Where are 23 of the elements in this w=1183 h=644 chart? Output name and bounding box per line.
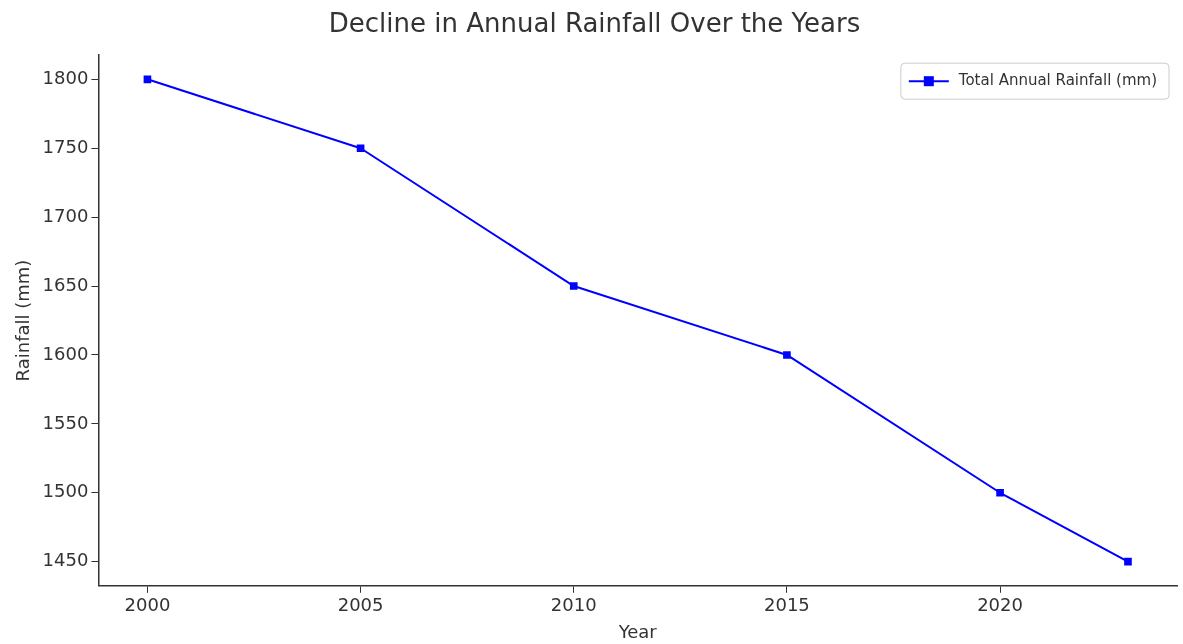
y-tick-label: 1750: [42, 135, 89, 157]
y-axis-title: Rainfall (mm): [12, 259, 34, 382]
y-tick-label: 1550: [42, 411, 89, 433]
x-tick-label: 2015: [764, 594, 810, 616]
chart-title: Decline in Annual Rainfall Over the Years: [328, 8, 861, 39]
point: [1124, 557, 1132, 566]
y-tick-label: 1600: [42, 342, 89, 364]
point: [569, 282, 578, 290]
x-axis-title: Year: [617, 620, 658, 642]
y-tick-label: 1800: [42, 66, 89, 88]
y-tick-label: 1700: [42, 204, 89, 226]
y-tick-label: 1650: [42, 273, 89, 295]
point: [783, 351, 791, 359]
point: [996, 488, 1004, 497]
x-tick-label: 2010: [550, 594, 597, 616]
x-tick-label: 2005: [337, 594, 384, 616]
legend-label: Total Annual Rainfall (mm): [957, 71, 1157, 90]
point: [143, 75, 152, 84]
x-tick-label: 2000: [124, 594, 171, 616]
y-tick-label: 1450: [42, 549, 89, 571]
x-tick-label: 2020: [977, 594, 1023, 616]
point: [356, 144, 365, 153]
y-tick-label: 1500: [42, 480, 89, 502]
